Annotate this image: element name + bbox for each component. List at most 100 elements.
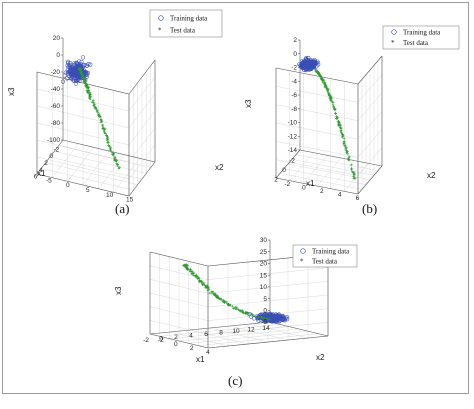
grid-line bbox=[295, 154, 379, 171]
test-point bbox=[343, 144, 347, 148]
test-point bbox=[352, 173, 356, 177]
test-point bbox=[96, 111, 100, 114]
y-tick-label: 2 bbox=[190, 345, 194, 352]
legend-marker-test-b: * bbox=[391, 39, 395, 47]
test-point bbox=[92, 104, 96, 107]
x1-axis-title-c: x1 bbox=[196, 355, 205, 364]
test-point bbox=[257, 315, 260, 319]
axis-box-edge bbox=[149, 321, 271, 335]
y-tick-label: 4 bbox=[206, 349, 210, 356]
test-point bbox=[107, 140, 110, 144]
scatter-points-b bbox=[297, 55, 357, 180]
z-tick-label: 0 bbox=[293, 51, 297, 58]
x-tick-label: 2 bbox=[274, 176, 278, 183]
test-point bbox=[210, 290, 214, 293]
test-point bbox=[106, 141, 110, 145]
test-point bbox=[352, 174, 355, 178]
training-point bbox=[285, 315, 290, 320]
grid-line bbox=[209, 327, 269, 343]
z-tick-label: -40 bbox=[51, 86, 61, 93]
test-point bbox=[93, 102, 96, 106]
y-tick-label: -2 bbox=[158, 337, 164, 344]
test-point bbox=[207, 286, 210, 290]
test-point bbox=[112, 152, 116, 155]
y-tick-label: 15 bbox=[126, 197, 134, 204]
test-point bbox=[194, 273, 198, 277]
test-point bbox=[205, 284, 209, 288]
test-point bbox=[92, 101, 95, 104]
axis-box-edge bbox=[149, 333, 209, 349]
training-point bbox=[67, 69, 72, 74]
axis-box-edge bbox=[128, 161, 156, 197]
training-point bbox=[309, 65, 314, 70]
test-point bbox=[97, 114, 100, 117]
test-point bbox=[183, 264, 186, 267]
z-tick-label: -12 bbox=[288, 133, 298, 140]
training-point bbox=[263, 311, 268, 317]
x-tick-label: 12 bbox=[247, 327, 255, 334]
test-point bbox=[208, 291, 212, 295]
test-point bbox=[206, 284, 209, 288]
z-tick-label: -60 bbox=[51, 103, 61, 110]
training-point bbox=[304, 67, 309, 72]
training-point bbox=[76, 74, 81, 79]
axis-box-edge bbox=[36, 139, 64, 175]
test-point bbox=[338, 124, 342, 128]
axis-box-edge bbox=[36, 173, 130, 197]
test-point bbox=[190, 270, 194, 274]
y-tick-label: 4 bbox=[338, 191, 342, 198]
x-tick-label: -2 bbox=[54, 146, 60, 153]
test-point bbox=[184, 266, 188, 269]
test-point bbox=[185, 267, 189, 271]
test-point bbox=[104, 132, 107, 135]
x3-axis-title-a: x3 bbox=[7, 87, 16, 96]
test-point bbox=[117, 166, 121, 170]
z-tick-label: -6 bbox=[291, 92, 297, 99]
test-point bbox=[259, 315, 263, 319]
x2-axis-title-c: x2 bbox=[316, 353, 325, 362]
test-point bbox=[321, 80, 325, 83]
z-tick-label: 20 bbox=[260, 261, 268, 268]
z-tick-label: 15 bbox=[260, 272, 268, 279]
test-point bbox=[325, 87, 329, 91]
axis-box-edge bbox=[357, 165, 383, 195]
grid-line bbox=[54, 151, 147, 174]
legend-label-test-a: Test data bbox=[170, 27, 196, 35]
legend-b: Training data * Test data bbox=[382, 25, 460, 50]
test-point bbox=[201, 282, 204, 286]
test-point bbox=[350, 170, 354, 174]
test-point bbox=[336, 120, 340, 123]
z-tick-label: -20 bbox=[51, 69, 61, 76]
test-point bbox=[332, 104, 335, 108]
test-point bbox=[110, 153, 114, 156]
z-tick-label: -100 bbox=[47, 137, 60, 144]
test-point bbox=[222, 301, 226, 304]
test-point bbox=[198, 279, 201, 283]
test-point bbox=[113, 155, 117, 159]
test-point bbox=[266, 317, 270, 321]
y-tick-label: 0 bbox=[66, 182, 70, 189]
test-point bbox=[331, 100, 334, 104]
axis-box-edge bbox=[357, 55, 383, 85]
test-point bbox=[107, 143, 110, 147]
test-point bbox=[322, 78, 326, 82]
z-tick-label: 0 bbox=[263, 307, 267, 314]
z-tick-label: -10 bbox=[288, 120, 298, 127]
test-point bbox=[334, 117, 338, 120]
z-tick-label: 25 bbox=[260, 249, 268, 256]
z-tick-label: -80 bbox=[51, 120, 61, 127]
training-point bbox=[304, 56, 309, 61]
test-point bbox=[190, 272, 194, 276]
grid-line bbox=[287, 163, 371, 181]
z-tick-label: -5 bbox=[261, 319, 267, 326]
test-point bbox=[318, 74, 321, 78]
z-tick-label: -4 bbox=[291, 78, 297, 85]
test-point bbox=[204, 286, 207, 289]
axis-box-edge bbox=[299, 149, 383, 167]
z-tick-label: -14 bbox=[288, 147, 298, 154]
training-point bbox=[72, 61, 77, 66]
x1-axis-title-b: x1 bbox=[306, 179, 315, 188]
figure-frame bbox=[2, 2, 469, 394]
